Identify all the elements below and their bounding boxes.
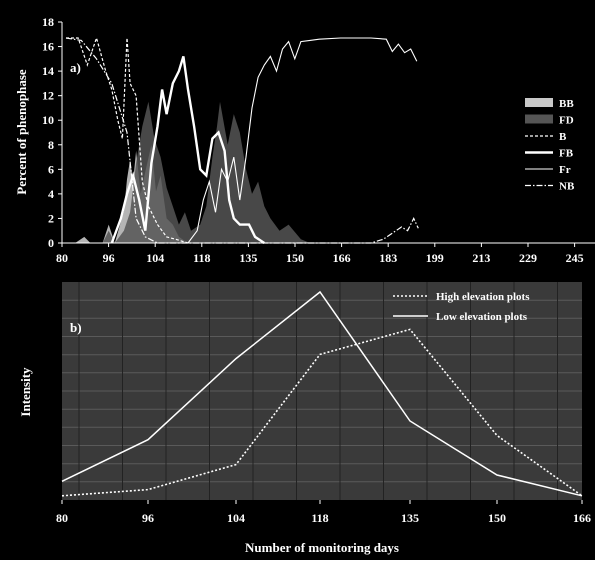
y-tick-label: 4 [48,187,54,201]
y-tick-label: 16 [42,40,54,54]
legend-swatch-bb [525,98,553,107]
panel-b-legend: High elevation plots Low elevation plots [393,291,530,323]
series-line-fb [110,56,265,245]
y-tick-label: 14 [42,64,54,78]
series-area-fd [102,101,310,243]
x-tick-label: 118 [311,511,328,525]
x-tick-label: 118 [193,251,210,265]
x-tick-label: 80 [56,251,68,265]
y-tick-label: 12 [42,89,54,103]
series-line-low-elevation-plots [61,290,583,497]
legend-label-fb: FB [559,148,574,160]
x-tick-label: 166 [573,511,591,525]
legend-label-b: B [559,131,567,143]
x-tick-label: 150 [286,251,304,265]
x-tick-label: 166 [333,251,351,265]
x-tick-label: 229 [519,251,537,265]
panel-a: 0 2 4 6 8 10 12 14 16 18 80 96 104 118 135 150 166 183 19… [14,15,595,265]
x-tick-label: 104 [146,251,164,265]
y-tick-label: 0 [48,236,54,250]
panel-a-y-ticks: 0 2 4 6 8 10 12 14 16 18 [42,15,62,250]
panel-a-x-ticks: 80 96 104 118 135 150 166 183 199 213 229 245 [56,243,584,265]
x-tick-label: 96 [142,511,154,525]
x-tick-label: 96 [103,251,115,265]
y-tick-label: 6 [48,162,54,176]
y-tick-label: 2 [48,211,54,225]
legend-label-fd: FD [559,115,574,127]
y-tick-label: 10 [42,113,54,127]
legend-label-low-elevation-plots: Low elevation plots [436,311,528,323]
x-axis-title: Number of monitoring days [245,540,399,555]
series-line-nb [65,37,419,244]
legend-label-nb: NB [559,181,575,193]
panel-a-y-label: Percent of phenophase [14,69,29,195]
series-line-high-elevation-plots [61,328,583,497]
x-tick-label: 199 [426,251,444,265]
x-tick-label: 80 [56,511,68,525]
legend-label-high-elevation-plots: High elevation plots [436,291,530,303]
panel-b-y-label: Intensity [18,367,33,417]
panel-b-x-ticks: 80 96 104 118 135 150 166 [56,500,591,525]
legend-label-bb: BB [559,98,574,110]
x-tick-label: 183 [379,251,397,265]
x-tick-label: 104 [227,511,245,525]
y-tick-label: 18 [42,15,54,29]
x-tick-label: 150 [488,511,506,525]
y-tick-label: 8 [48,138,54,152]
x-tick-label: 245 [566,251,584,265]
panel-b: 80 96 104 118 135 150 166 b) Intensity High el… [18,282,591,555]
panel-a-series [65,35,419,245]
panel-a-label: a) [70,60,81,75]
x-tick-label: 135 [401,511,419,525]
panel-b-grid [62,282,582,500]
x-tick-label: 135 [239,251,257,265]
x-tick-label: 213 [472,251,490,265]
panel-a-legend: BB FD B FB Fr NB [525,98,575,193]
series-line-fr [187,37,418,244]
series-line-b [66,35,189,244]
legend-label-fr: Fr [559,164,571,176]
panel-b-series [61,290,583,497]
panel-b-label: b) [70,320,82,335]
legend-swatch-fd [525,114,553,124]
